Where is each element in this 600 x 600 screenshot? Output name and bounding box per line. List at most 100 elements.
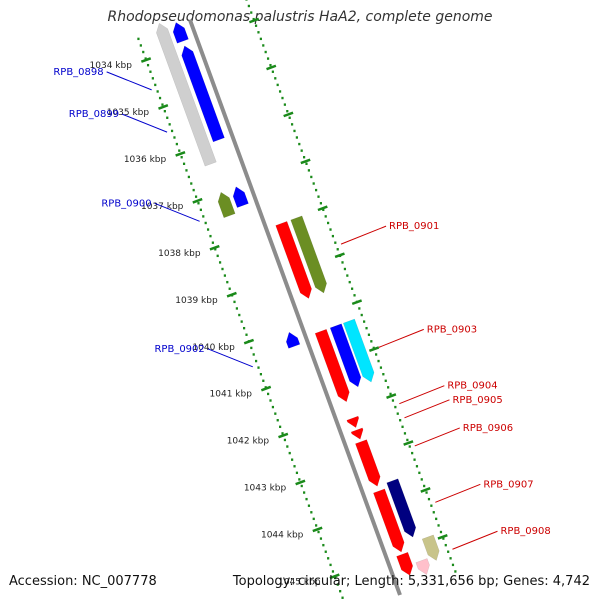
tick-dot — [228, 287, 231, 290]
leader-line — [404, 399, 450, 419]
tick-dot — [435, 517, 438, 521]
gene-arrow — [346, 415, 360, 428]
tick-dot — [298, 142, 301, 146]
tick-dot — [415, 465, 419, 468]
tick-dot — [137, 37, 140, 41]
tick-dot — [276, 419, 279, 422]
tick-dot — [423, 484, 426, 488]
major-tick — [158, 104, 169, 110]
tick-dot — [310, 511, 313, 514]
tick-dot — [334, 576, 337, 580]
tick-dot — [293, 465, 296, 468]
tick-dot — [197, 202, 200, 205]
major-tick — [351, 299, 363, 306]
gene-arrow — [290, 215, 327, 294]
major-tick — [295, 479, 306, 486]
tick-dot — [259, 37, 262, 41]
tick-dot — [300, 149, 303, 152]
tick-dot — [218, 261, 222, 264]
major-tick — [334, 252, 345, 259]
tick-dot — [399, 419, 402, 422]
tick-dot — [194, 195, 198, 198]
leader-line — [106, 71, 152, 91]
tick-label: 1039 kbp — [175, 296, 218, 306]
tick-dot — [379, 366, 383, 369]
tick-dot — [427, 497, 431, 501]
tick-dot — [286, 109, 289, 113]
tick-dot — [240, 320, 243, 323]
gene-arrow — [396, 551, 414, 576]
leader-line — [121, 113, 168, 133]
major-tick — [248, 17, 260, 24]
tick-dot — [377, 359, 380, 363]
tick-dot — [192, 188, 195, 192]
leader-line — [378, 328, 424, 348]
tick-dot — [372, 346, 375, 350]
tick-dot — [144, 57, 147, 60]
tick-dot — [204, 221, 207, 225]
tick-dot — [425, 491, 428, 494]
major-tick — [283, 111, 294, 118]
tick-dot — [346, 274, 349, 277]
tick-dot — [391, 399, 395, 402]
tick-dot — [444, 543, 447, 547]
tick-dot — [250, 346, 253, 350]
accession-label: Accession: NC_007778 — [9, 574, 157, 589]
tick-dot — [286, 445, 289, 448]
tick-dot — [432, 511, 435, 514]
gene-label: RPB_0904 — [447, 381, 497, 392]
gene-arrow — [156, 22, 217, 167]
tick-dot — [319, 202, 323, 205]
tick-dot — [442, 537, 445, 540]
tick-dot — [264, 386, 267, 389]
tick-dot — [310, 175, 313, 179]
tick-dot — [331, 570, 335, 573]
tick-dot — [411, 451, 414, 455]
tick-dot — [298, 478, 301, 481]
major-tick — [226, 291, 237, 298]
gene-label: RPB_0899 — [69, 109, 119, 120]
gene-arrow — [217, 191, 236, 219]
major-tick — [317, 205, 328, 212]
tick-dot — [178, 149, 181, 152]
tick-dot — [139, 44, 142, 47]
tick-dot — [336, 248, 339, 251]
tick-dot — [180, 156, 183, 159]
tick-dot — [254, 24, 258, 27]
gene-label: RPB_0902 — [154, 344, 204, 355]
tick-dot — [149, 70, 152, 73]
gene-label: RPB_0898 — [53, 67, 103, 78]
gene-arrow — [314, 328, 350, 403]
tick-dot — [283, 103, 286, 106]
tick-dot — [279, 425, 282, 429]
tick-dot — [216, 254, 219, 258]
tick-dot — [264, 50, 267, 54]
tick-label: 1042 kbp — [227, 437, 270, 447]
tick-dot — [173, 136, 176, 139]
gene-arrow — [232, 186, 249, 208]
tick-dot — [274, 77, 277, 80]
genome-summary: Topology: circular; Length: 5,331,656 bp… — [232, 574, 590, 589]
map-title: Rhodopseudomonas palustris HaA2, complet… — [107, 9, 493, 25]
major-tick — [386, 393, 397, 399]
tick-dot — [420, 478, 423, 481]
major-tick — [260, 385, 272, 392]
gene-label: RPB_0907 — [483, 479, 533, 490]
tick-dot — [288, 116, 291, 119]
gene-arrow — [342, 318, 375, 383]
tick-dot — [250, 11, 253, 14]
gene-label: RPB_0900 — [101, 198, 151, 209]
tick-dot — [406, 438, 409, 442]
tick-dot — [324, 550, 327, 553]
major-tick — [192, 197, 203, 204]
tick-label: 1036 kbp — [124, 155, 167, 165]
tick-dot — [283, 438, 287, 442]
gene-label: RPB_0903 — [427, 324, 477, 335]
tick-dot — [348, 280, 351, 284]
tick-dot — [274, 412, 277, 415]
tick-dot — [394, 405, 397, 409]
gene-arrow — [373, 488, 405, 553]
tick-dot — [382, 373, 385, 376]
